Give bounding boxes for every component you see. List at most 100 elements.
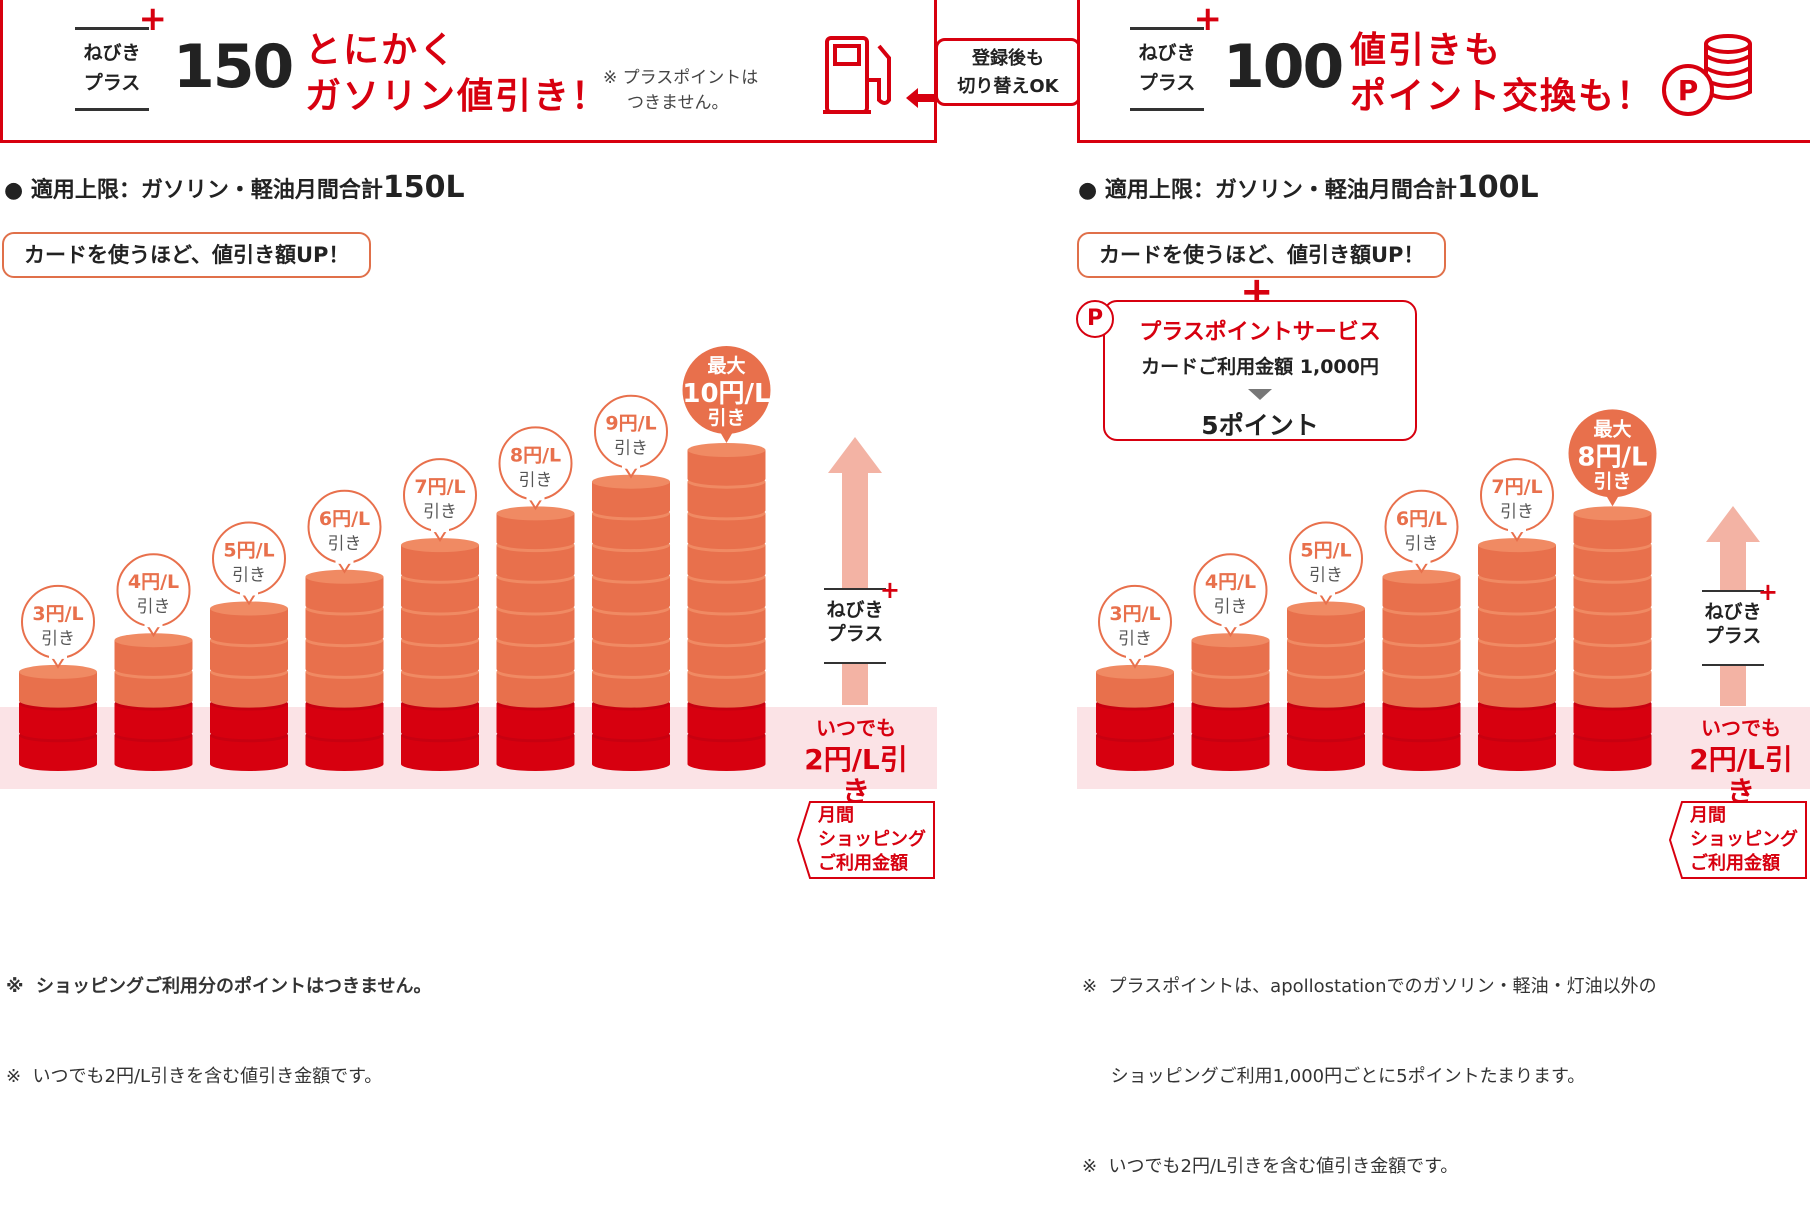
pps-result: 5ポイント: [1201, 411, 1319, 440]
coin-side: [19, 735, 97, 771]
coin-side: [687, 545, 766, 581]
coin-side: [305, 703, 384, 740]
coin-top: [1096, 664, 1174, 679]
coin-side: [1478, 735, 1556, 771]
always-discount-label: いつでも 2円/L引き: [796, 712, 916, 808]
plan-100-header: ねびき プラス + 100 値引きも ポイント交換も！ P: [1077, 0, 1810, 143]
bubble-tail-mask: [240, 589, 258, 596]
coin-side: [496, 513, 575, 550]
arrow-badge-line-1: ねびき: [1704, 601, 1762, 623]
plan-number: 100: [1223, 32, 1344, 102]
note-line-2: つきません。: [627, 93, 729, 113]
plus-icon: +: [1757, 578, 1778, 606]
coin-side: [1191, 671, 1270, 708]
bubble-value-label: 3円/L: [32, 603, 83, 625]
coin-top: [592, 474, 670, 489]
coin-side: [1573, 608, 1652, 645]
catch-line-2: ガソリン値引き！: [305, 76, 610, 117]
discount-up-pill: カードを使うほど、値引き額UP！: [1077, 232, 1447, 278]
bubble-tail-mask: [144, 621, 163, 628]
coin-side: [496, 671, 575, 708]
usage-limit: ● 適用上限：ガソリン・軽油月間合計150L: [4, 170, 465, 205]
axis-title-line-2: ショッピング: [818, 829, 926, 850]
bubble-max-label: 最大: [1593, 417, 1631, 440]
discount-bubble: 3円/L 引き: [1098, 584, 1172, 669]
coin-side: [1382, 608, 1461, 645]
bubble-suffix-label: 引き: [1214, 597, 1248, 617]
badge-line-2: プラス: [1138, 72, 1196, 94]
discount-bubble: 7円/L 引き: [403, 458, 477, 542]
bubble-value-label: 9円/L: [605, 413, 656, 435]
bar-stack: [1382, 569, 1461, 771]
switch-note: 登録後も 切り替えOK: [935, 38, 1081, 106]
coin-top: [114, 633, 193, 648]
coin-side: [496, 640, 575, 676]
coin-side: [1191, 735, 1270, 771]
bubble-suffix-label: 引き: [1309, 566, 1343, 586]
axis-title: 月間 ショッピング ご利用金額: [818, 804, 926, 876]
plus-icon: +: [1193, 0, 1223, 39]
pps-title: プラスポイントサービス: [1139, 320, 1381, 345]
bubble-value-label: 5円/L: [1300, 540, 1351, 562]
bar-stack: [1287, 601, 1365, 771]
coin-side: [592, 513, 670, 550]
coin-side: [401, 640, 479, 676]
bar-stack: [114, 633, 193, 771]
usage-limit: ● 適用上限：ガソリン・軽油月間合計100L: [1078, 170, 1539, 205]
coin-side: [401, 545, 479, 581]
coin-side: [1382, 576, 1461, 613]
arrow-badge-line-2: プラス: [826, 623, 884, 645]
footnote: ※ プラスポイントは、apollostationでのガソリン・軽油・灯油以外の: [1082, 976, 1657, 997]
bubble-max-label: 最大: [707, 354, 745, 377]
coin-side: [1287, 703, 1365, 740]
bubble-suffix-label: 引き: [707, 407, 745, 429]
arrow-nebiki-badge: ねびき プラス +: [824, 578, 900, 664]
bubble-tail-mask: [1126, 652, 1144, 659]
catch-line-2: ポイント交換も！: [1350, 76, 1655, 117]
coin-side: [210, 735, 288, 771]
point-coins-icon: [1662, 34, 1752, 116]
footnote: ※ いつでも2円/L引きを含む値引き金額です。: [1082, 1156, 1459, 1177]
discount-bubble: 5円/L 引き: [1289, 521, 1363, 606]
coin-side: [401, 576, 479, 613]
bubble-value-label: 3円/L: [1109, 603, 1160, 625]
coin-side: [496, 735, 575, 772]
bubble-suffix-label: 引き: [328, 534, 362, 554]
coin-side: [1573, 703, 1652, 740]
coin-top: [1382, 569, 1461, 584]
coin-side: [592, 545, 670, 581]
footnotes: ※ プラスポイントは、apollostationでのガソリン・軽油・灯油以外の …: [1082, 912, 1657, 1212]
switch-line-1: 登録後も: [972, 48, 1044, 69]
coin-side: [1382, 735, 1461, 771]
discount-up-pill: カードを使うほど、値引き額UP！: [2, 232, 372, 278]
coin-side: [114, 703, 193, 740]
coin-side: [1478, 671, 1556, 708]
bar-stack: [210, 601, 288, 771]
discount-bubble: 9円/L 引き: [594, 394, 668, 479]
coin-side: [1191, 703, 1270, 740]
coin-side: [592, 608, 670, 645]
bar-stack: [1191, 633, 1270, 771]
limit-value: 150L: [382, 170, 465, 205]
note-line-1: ※ プラスポイントは: [603, 68, 759, 88]
coin-top: [687, 443, 766, 457]
coin-side: [1478, 640, 1556, 676]
axis-title-frame: [796, 801, 935, 879]
coin-side: [1478, 608, 1556, 645]
badge-line-1: ねびき: [83, 42, 141, 64]
discount-bubble: 5円/L 引き: [212, 521, 286, 606]
coin-side: [305, 640, 384, 676]
footnotes: ※ ショッピングご利用分のポイントはつきません。 ※ いつでも2円/L引きを含む…: [6, 912, 432, 1122]
coin-side: [1573, 671, 1652, 708]
coin-side: [687, 735, 766, 772]
coin-side: [1096, 735, 1174, 771]
coin-side: [305, 735, 384, 771]
bubble-suffix-label: 引き: [423, 502, 457, 522]
catch-line-1: 値引きも: [1350, 30, 1503, 71]
coin-side: [1382, 703, 1461, 740]
axis-title-line-3: ご利用金額: [818, 853, 908, 874]
bubble-tail-mask: [1508, 526, 1526, 533]
bubble-tail-mask: [49, 652, 67, 659]
